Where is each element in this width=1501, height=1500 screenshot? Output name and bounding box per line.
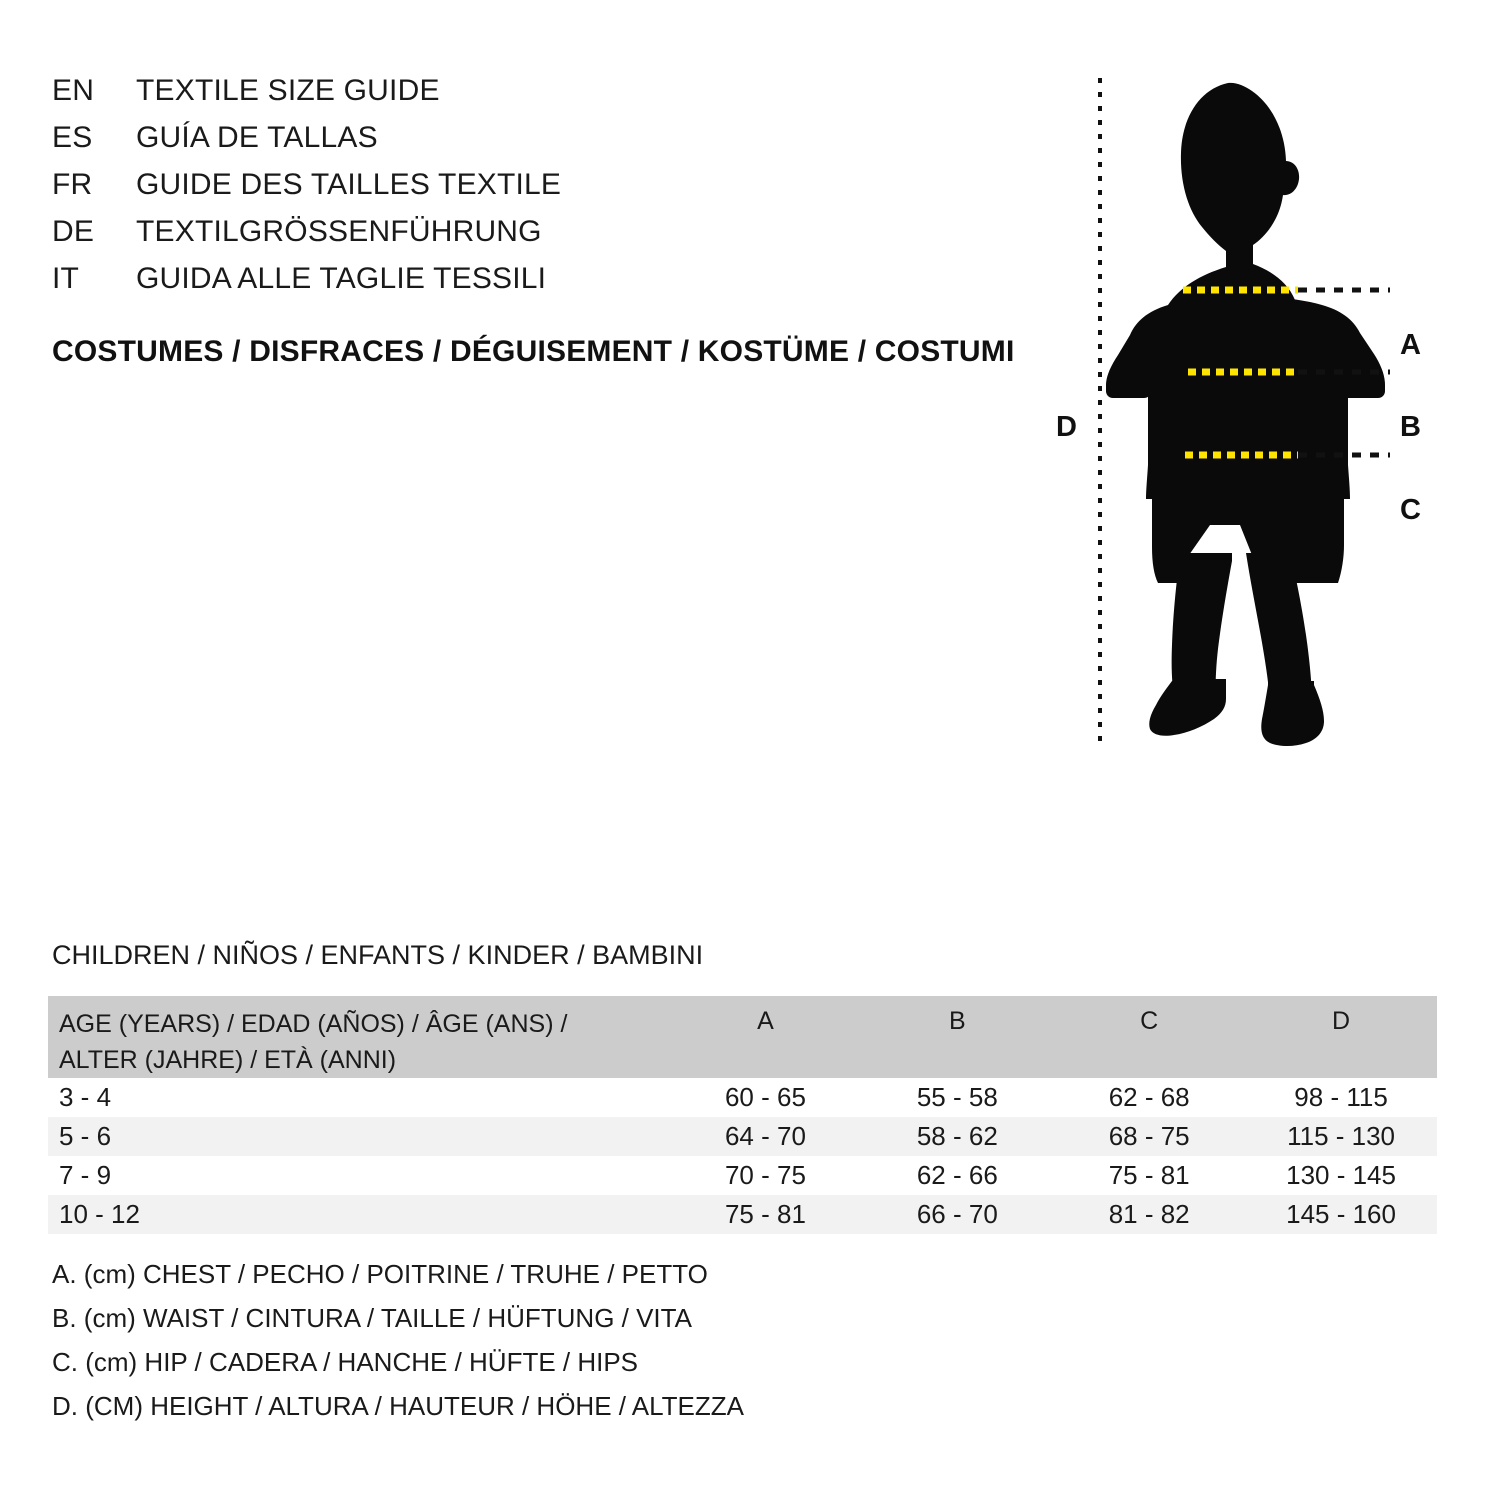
cell-hip: 81 - 82 [1108, 1199, 1190, 1229]
cell-height: 130 - 145 [1286, 1160, 1396, 1190]
column-header-age-line1: AGE (YEARS) / EDAD (AÑOS) / ÂGE (ANS) / [59, 1010, 568, 1038]
cell-hip: 62 - 68 [1108, 1082, 1190, 1112]
table-head: AGE (YEARS) / EDAD (AÑOS) / ÂGE (ANS) / … [48, 996, 1437, 1078]
cell-age: 10 - 12 [59, 1199, 140, 1229]
language-code-en: EN [52, 74, 95, 107]
cell-age: 5 - 6 [59, 1121, 112, 1151]
language-code-fr: FR [52, 168, 93, 201]
right-shoe-shape [1261, 681, 1324, 746]
column-header-age: AGE (YEARS) / EDAD (AÑOS) / ÂGE (ANS) / … [48, 996, 670, 1078]
language-row-de: DE TEXTILGRÖSSENFÜHRUNG [52, 215, 952, 262]
child-silhouette-icon [1098, 78, 1390, 746]
language-row-en: EN TEXTILE SIZE GUIDE [52, 74, 952, 121]
table-row: 3 - 4 60 - 65 55 - 58 62 - 68 98 - 115 [48, 1078, 1437, 1117]
language-row-es: ES GUÍA DE TALLAS [52, 121, 952, 168]
cell-height: 98 - 115 [1294, 1082, 1388, 1112]
waist-dimension-label: B [1400, 411, 1421, 443]
cell-chest: 75 - 81 [724, 1199, 806, 1229]
cell-height: 145 - 160 [1286, 1199, 1396, 1229]
left-leg-shape [1171, 553, 1232, 701]
table-row: 7 - 9 70 - 75 62 - 66 75 - 81 130 - 145 [48, 1156, 1437, 1195]
chest-dimension-label: A [1400, 329, 1421, 361]
cell-chest: 70 - 75 [724, 1160, 806, 1190]
language-code-es: ES [52, 121, 93, 154]
silhouette-body [1106, 82, 1385, 746]
column-header-a: A [757, 1007, 774, 1035]
legend-item-hip: C. (cm) HIP / CADERA / HANCHE / HÜFTE / … [52, 1347, 639, 1377]
left-shoe-shape [1149, 679, 1226, 736]
cell-age: 3 - 4 [59, 1082, 112, 1112]
language-text-en: TEXTILE SIZE GUIDE [136, 74, 440, 107]
shirt-hem-shape [1146, 385, 1350, 499]
language-text-es: GUÍA DE TALLAS [136, 121, 378, 154]
table-row: 10 - 12 75 - 81 66 - 70 81 - 82 145 - 16… [48, 1195, 1437, 1234]
cell-hip: 68 - 75 [1108, 1121, 1190, 1151]
language-text-it: GUIDA ALLE TAGLIE TESSILI [136, 262, 547, 295]
column-header-c: C [1140, 1007, 1159, 1035]
cell-chest: 60 - 65 [724, 1082, 806, 1112]
column-header-b: B [948, 1007, 966, 1035]
legend-item-waist: B. (cm) WAIST / CINTURA / TAILLE / HÜFTU… [52, 1303, 692, 1333]
category-title: COSTUMES / DISFRACES / DÉGUISEMENT / KOS… [52, 335, 1015, 368]
language-row-it: IT GUIDA ALLE TAGLIE TESSILI [52, 262, 952, 309]
cell-hip: 75 - 81 [1108, 1160, 1190, 1190]
size-table: AGE (YEARS) / EDAD (AÑOS) / ÂGE (ANS) / … [48, 996, 1437, 1234]
language-header-block: EN TEXTILE SIZE GUIDE ES GUÍA DE TALLAS … [52, 74, 952, 309]
column-header-age-line2: ALTER (JAHRE) / ETÀ (ANNI) [59, 1045, 397, 1074]
cell-waist: 55 - 58 [916, 1082, 998, 1112]
table-section-title: CHILDREN / NIÑOS / ENFANTS / KINDER / BA… [52, 940, 704, 970]
head-shape [1168, 82, 1300, 307]
cell-height: 115 - 130 [1287, 1121, 1396, 1151]
shorts-shape [1152, 475, 1344, 583]
language-row-fr: FR GUIDE DES TAILLES TEXTILE [52, 168, 952, 215]
table-header-row: AGE (YEARS) / EDAD (AÑOS) / ÂGE (ANS) / … [48, 996, 1437, 1078]
cell-waist: 62 - 66 [916, 1160, 998, 1190]
language-code-de: DE [52, 215, 95, 248]
column-header-d: D [1332, 1007, 1351, 1035]
language-code-it: IT [52, 262, 80, 295]
size-diagram: A B C D [1040, 55, 1470, 775]
legend-item-chest: A. (cm) CHEST / PECHO / POITRINE / TRUHE… [52, 1259, 708, 1289]
legend-item-height: D. (CM) HEIGHT / ALTURA / HAUTEUR / HÖHE… [52, 1391, 744, 1421]
measurement-legend: A. (cm) CHEST / PECHO / POITRINE / TRUHE… [52, 1252, 952, 1428]
cell-age: 7 - 9 [59, 1160, 112, 1190]
table-row: 5 - 6 64 - 70 58 - 62 68 - 75 115 - 130 [48, 1117, 1437, 1156]
hip-dimension-label: C [1400, 494, 1421, 526]
table-body: 3 - 4 60 - 65 55 - 58 62 - 68 98 - 115 5… [48, 1078, 1437, 1234]
right-leg-shape [1246, 553, 1312, 703]
height-dimension-label: D [1056, 411, 1077, 443]
cell-chest: 64 - 70 [724, 1121, 806, 1151]
cell-waist: 58 - 62 [916, 1121, 998, 1151]
cell-waist: 66 - 70 [916, 1199, 998, 1229]
language-text-de: TEXTILGRÖSSENFÜHRUNG [136, 215, 542, 248]
language-text-fr: GUIDE DES TAILLES TEXTILE [136, 168, 562, 201]
